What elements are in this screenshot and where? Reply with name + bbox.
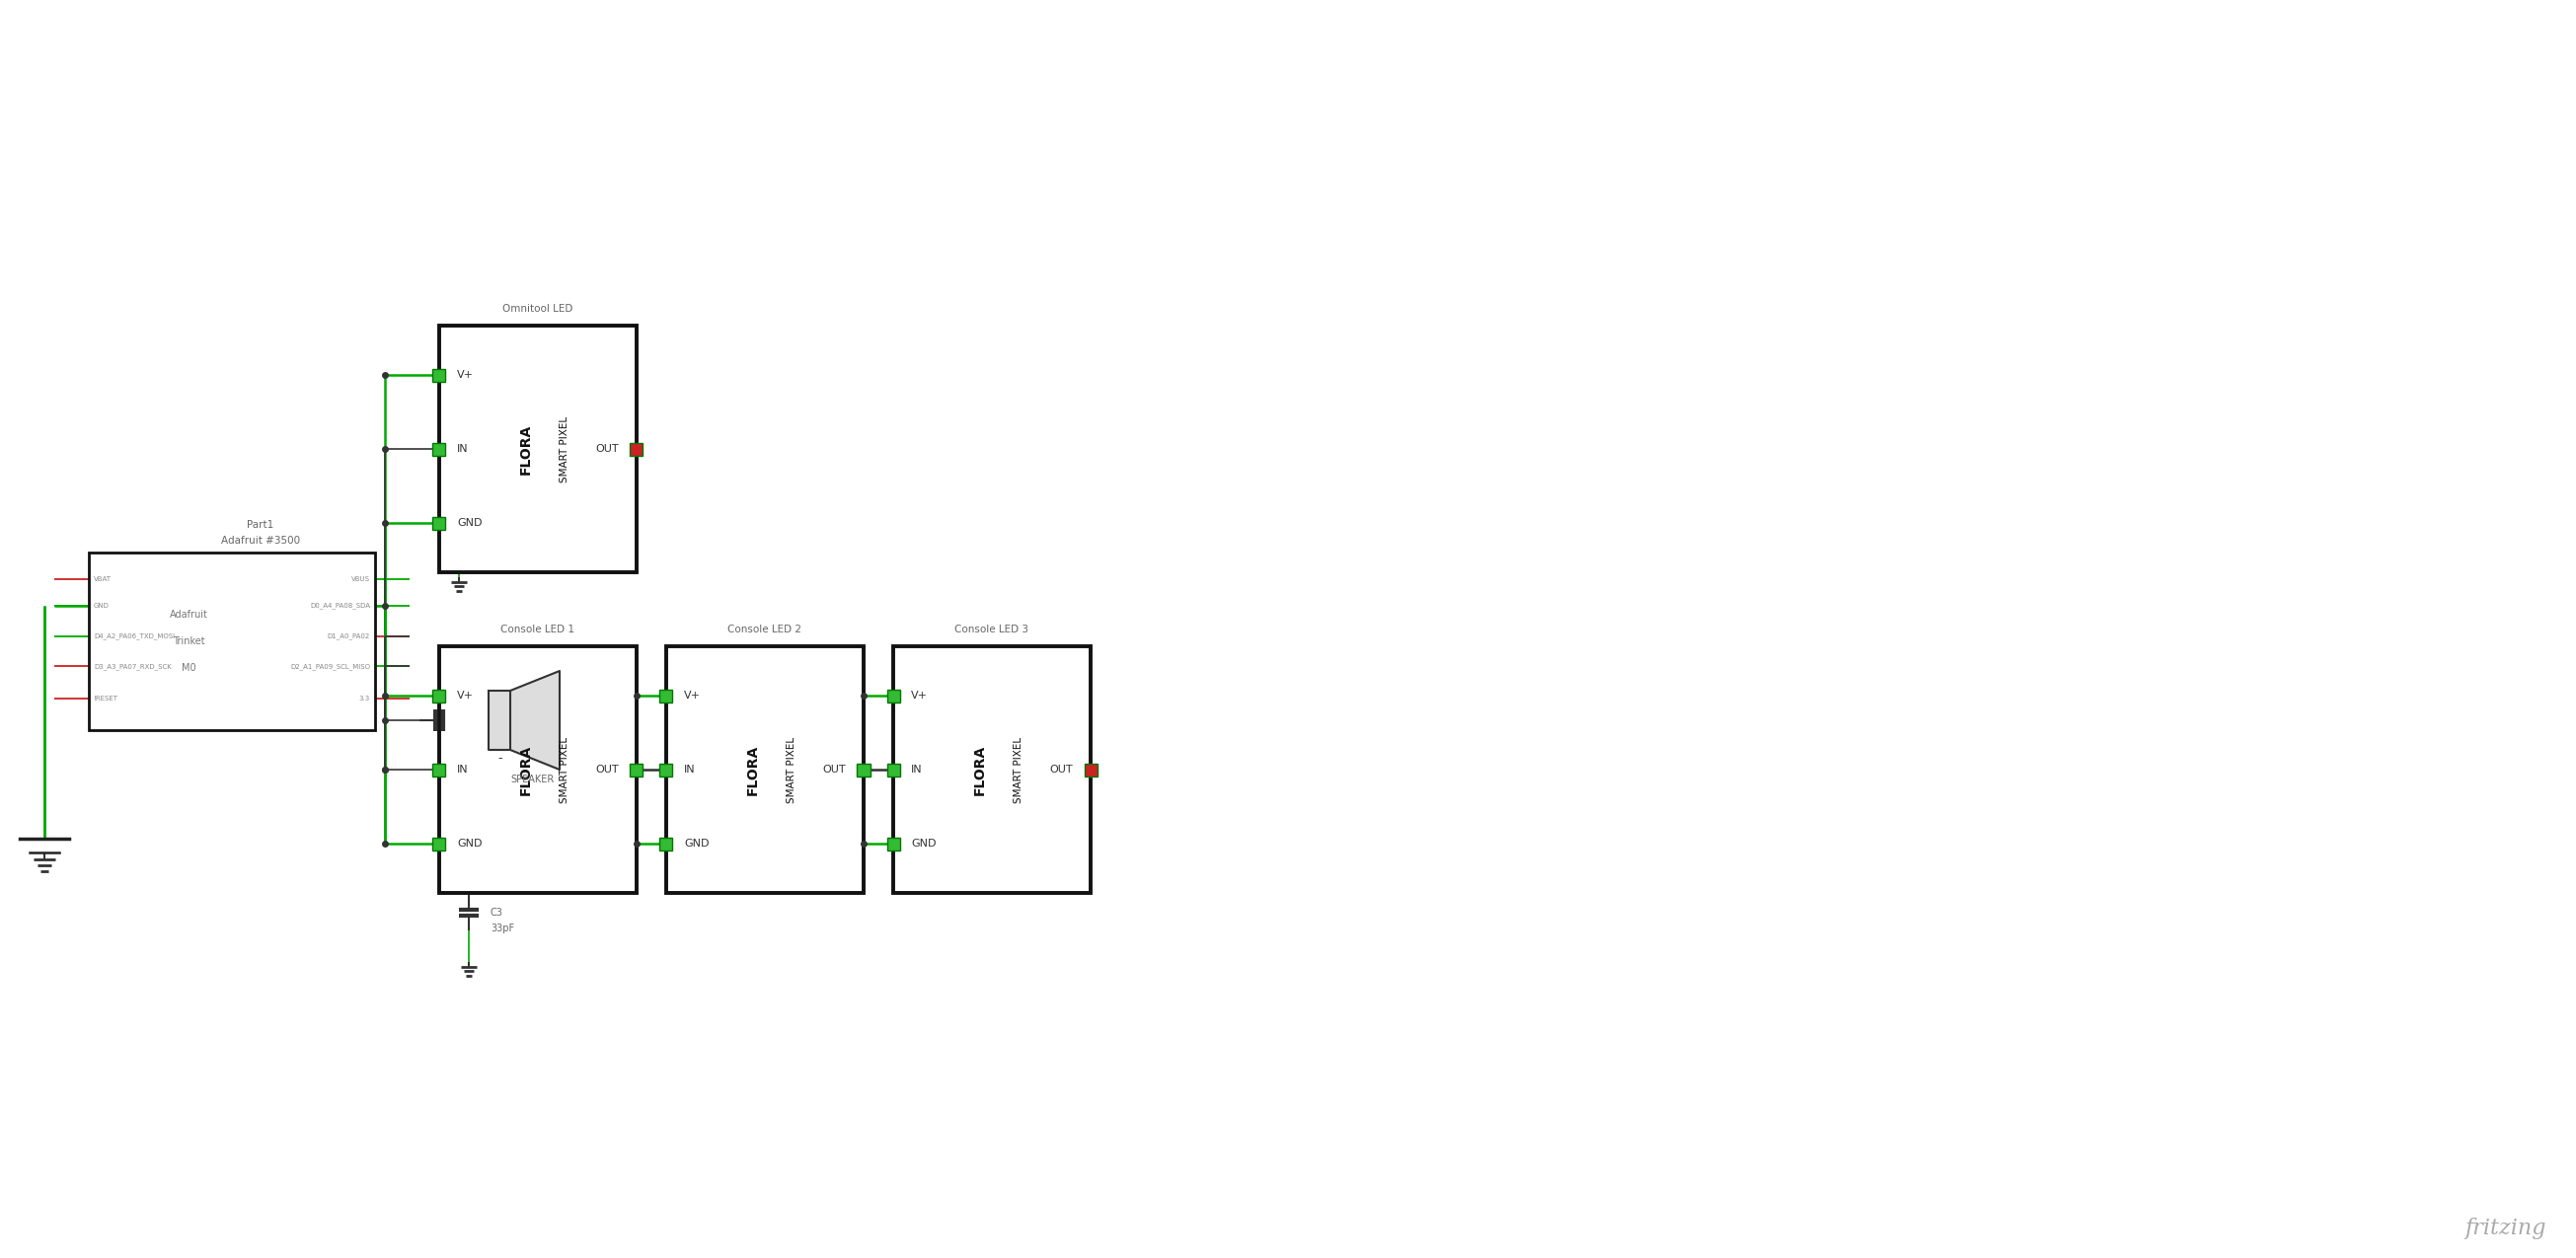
Text: SMART PIXEL: SMART PIXEL bbox=[559, 416, 569, 482]
Text: D0_A4_PA08_SDA: D0_A4_PA08_SDA bbox=[309, 603, 371, 609]
Text: FLORA: FLORA bbox=[974, 745, 987, 795]
Bar bbox=[858, 764, 871, 776]
Bar bbox=[433, 689, 446, 702]
Bar bbox=[433, 764, 446, 776]
Text: IN: IN bbox=[456, 765, 469, 775]
Text: GND: GND bbox=[93, 603, 108, 609]
Text: GND: GND bbox=[456, 518, 482, 528]
Text: V+: V+ bbox=[456, 691, 474, 701]
Text: FLORA: FLORA bbox=[520, 745, 533, 795]
Text: Part1: Part1 bbox=[247, 520, 273, 530]
Bar bbox=[659, 764, 672, 776]
Text: V+: V+ bbox=[912, 691, 927, 701]
Text: C3: C3 bbox=[489, 908, 502, 917]
Bar bbox=[433, 369, 446, 381]
Bar bbox=[886, 689, 899, 702]
Bar bbox=[894, 647, 1090, 893]
Bar bbox=[631, 764, 644, 776]
Text: IN: IN bbox=[685, 765, 696, 775]
Text: OUT: OUT bbox=[595, 444, 618, 454]
Text: V+: V+ bbox=[456, 370, 474, 380]
Text: GND: GND bbox=[912, 839, 935, 849]
Text: D3_A3_PA07_RXD_SCK: D3_A3_PA07_RXD_SCK bbox=[93, 663, 173, 669]
Text: IN: IN bbox=[456, 444, 469, 454]
Bar bbox=[659, 837, 672, 850]
Bar bbox=[88, 552, 376, 730]
Text: Trinket: Trinket bbox=[173, 637, 206, 647]
Bar bbox=[433, 517, 446, 530]
Text: VBUS: VBUS bbox=[350, 576, 371, 582]
Text: IN: IN bbox=[912, 765, 922, 775]
Text: OUT: OUT bbox=[595, 765, 618, 775]
Bar bbox=[886, 837, 899, 850]
Text: Omnitool LED: Omnitool LED bbox=[502, 304, 572, 313]
Text: FLORA: FLORA bbox=[747, 745, 760, 795]
Text: -: - bbox=[497, 752, 502, 765]
Text: 3.3: 3.3 bbox=[358, 696, 371, 701]
Text: OUT: OUT bbox=[822, 765, 845, 775]
Polygon shape bbox=[489, 691, 510, 750]
Text: D2_A1_PA09_SCL_MISO: D2_A1_PA09_SCL_MISO bbox=[291, 663, 371, 669]
Text: FLORA: FLORA bbox=[520, 424, 533, 474]
Text: Adafruit: Adafruit bbox=[170, 610, 209, 620]
Text: V+: V+ bbox=[685, 691, 701, 701]
Bar bbox=[631, 443, 644, 455]
Text: 33pF: 33pF bbox=[489, 923, 515, 933]
Text: Console LED 2: Console LED 2 bbox=[729, 624, 801, 634]
Text: D4_A2_PA06_TXD_MOSI: D4_A2_PA06_TXD_MOSI bbox=[93, 633, 175, 639]
Bar bbox=[433, 837, 446, 850]
Bar bbox=[659, 689, 672, 702]
Bar bbox=[438, 326, 636, 572]
Bar bbox=[438, 647, 636, 893]
Text: !RESET: !RESET bbox=[93, 696, 118, 701]
Text: VBAT: VBAT bbox=[93, 576, 111, 582]
Text: D1_A0_PA02: D1_A0_PA02 bbox=[327, 633, 371, 639]
Text: GND: GND bbox=[685, 839, 708, 849]
Polygon shape bbox=[510, 671, 559, 770]
Text: SMART PIXEL: SMART PIXEL bbox=[786, 736, 796, 803]
Bar bbox=[433, 443, 446, 455]
Text: SPEAKER: SPEAKER bbox=[510, 775, 554, 785]
Text: Console LED 3: Console LED 3 bbox=[956, 624, 1028, 634]
Text: SMART PIXEL: SMART PIXEL bbox=[559, 736, 569, 803]
Bar bbox=[667, 647, 863, 893]
Text: Adafruit #3500: Adafruit #3500 bbox=[222, 536, 299, 546]
Text: GND: GND bbox=[456, 839, 482, 849]
Bar bbox=[886, 764, 899, 776]
Text: Console LED 1: Console LED 1 bbox=[500, 624, 574, 634]
Text: fritzing: fritzing bbox=[2465, 1218, 2548, 1239]
Bar bbox=[1084, 764, 1097, 776]
Text: SMART PIXEL: SMART PIXEL bbox=[1012, 736, 1023, 803]
Text: OUT: OUT bbox=[1048, 765, 1072, 775]
Text: M0: M0 bbox=[183, 663, 196, 673]
